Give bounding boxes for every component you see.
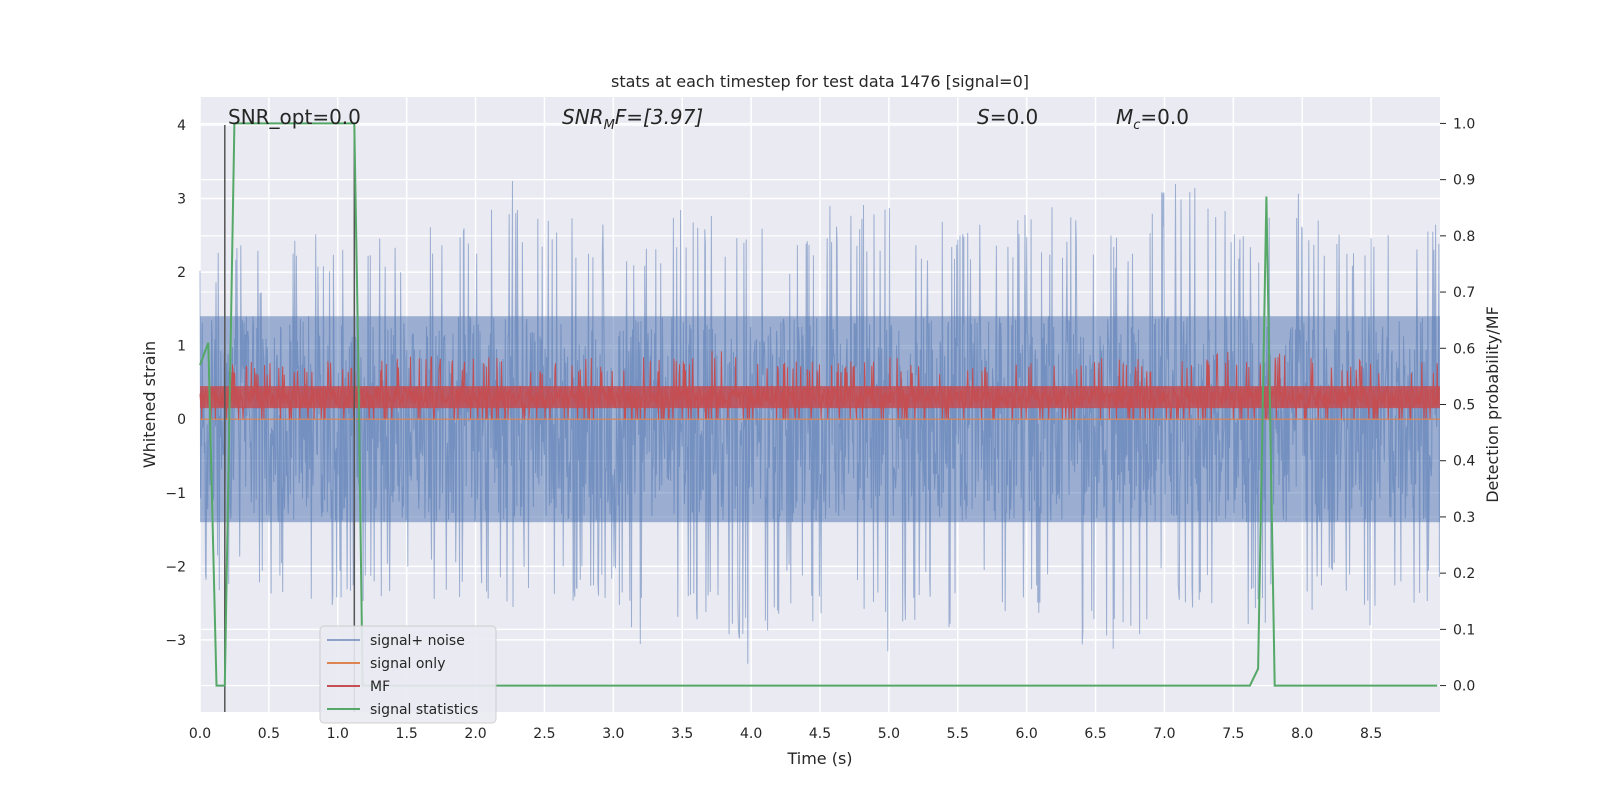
x-tick-label: 2.5: [533, 726, 555, 742]
y-right-tick-label: 0.9: [1453, 173, 1475, 189]
annotation-s-rest: =0.0: [990, 105, 1039, 129]
y-tick-label: 4: [177, 118, 186, 134]
annotation-s: S=0.0: [977, 105, 1038, 129]
legend-label: signal only: [370, 656, 445, 672]
x-tick-label: 7.5: [1222, 726, 1244, 742]
axes-layer: 0.0 0.5 1.0 1.5 2.0 2.5 3.0 3.5 4.0 4.5 5.0 5.5 6.0 6…: [165, 116, 1475, 742]
x-tick-label: 6.5: [1084, 726, 1106, 742]
x-tick-label: 3.0: [602, 726, 624, 742]
y-tick-label: 2: [177, 265, 186, 281]
y-right-tick-label: 0.5: [1453, 398, 1475, 414]
y-tick-label: −3: [165, 633, 186, 649]
legend-label: MF: [370, 679, 390, 695]
y-right-tick-label: 1.0: [1453, 116, 1475, 132]
annotation-snr-mf: SNRMF=[3.97]: [562, 105, 703, 133]
annotation-snr-mf-rest: F=[3.97]: [615, 105, 703, 129]
x-tick-label: 2.0: [464, 726, 486, 742]
mf-line: [199, 350, 1440, 420]
y-tick-label: 3: [177, 192, 186, 208]
legend-frame: [319, 625, 497, 724]
x-tick-label: 8.5: [1360, 726, 1382, 742]
x-tick-label: 7.0: [1153, 726, 1175, 742]
signal-noise-line: [199, 180, 1440, 664]
x-tick-label: 5.5: [947, 726, 969, 742]
legend: signal+ noise signal only MF signal statist…: [319, 625, 497, 724]
x-tick-label: 4.5: [809, 726, 831, 742]
vline-layer: [224, 124, 356, 712]
y-right-tick-label: 0.2: [1453, 566, 1475, 582]
x-tick-label: 1.5: [396, 726, 418, 742]
x-tick-label: 0.0: [189, 726, 211, 742]
legend-label: signal statistics: [370, 702, 478, 718]
y-tick-label: −2: [165, 559, 186, 575]
x-tick-label: 4.0: [740, 726, 762, 742]
y-right-tick-label: 0.3: [1453, 510, 1475, 526]
annotation-mc-rest: =0.0: [1140, 105, 1189, 129]
y-right-tick-label: 0.8: [1453, 229, 1475, 245]
y-right-tick-label: 0.4: [1453, 454, 1475, 470]
y-tick-label: −1: [165, 486, 186, 502]
annotation-snr-mf-sub: M: [604, 118, 615, 133]
y-axis-right-label: Detection probability/MF: [1483, 306, 1502, 503]
y-axis-label: Whitened strain: [140, 341, 159, 468]
x-tick-label: 0.5: [258, 726, 280, 742]
signal-statistics-line: [199, 122, 1438, 687]
annotation-s-name: S: [977, 105, 990, 129]
y-tick-label: 1: [177, 339, 186, 355]
annotation-mc-sub: c: [1133, 118, 1140, 133]
annotation-mc-name: M: [1116, 105, 1133, 129]
y-right-tick-label: 0.6: [1453, 341, 1475, 357]
x-tick-label: 8.0: [1291, 726, 1313, 742]
x-tick-label: 6.0: [1016, 726, 1038, 742]
mf-layer: [199, 350, 1440, 420]
annotation-mc: Mc=0.0: [1116, 105, 1189, 133]
x-tick-label: 3.5: [671, 726, 693, 742]
y-right-tick-label: 0.1: [1453, 622, 1475, 638]
y-right-tick-label: 0.0: [1453, 679, 1475, 695]
y-tick-label: 0: [177, 412, 186, 428]
annotation-snr-mf-name: SNR: [562, 105, 604, 129]
legend-label: signal+ noise: [370, 633, 465, 649]
x-axis-label: Time (s): [786, 749, 852, 768]
x-tick-label: 1.0: [327, 726, 349, 742]
chart-title: stats at each timestep for test data 147…: [611, 72, 1029, 91]
signal-statistics-layer: [199, 122, 1438, 687]
x-tick-label: 5.0: [878, 726, 900, 742]
y-right-tick-label: 0.7: [1453, 285, 1475, 301]
annotation-snr-opt: SNR_opt=0.0: [228, 105, 361, 129]
